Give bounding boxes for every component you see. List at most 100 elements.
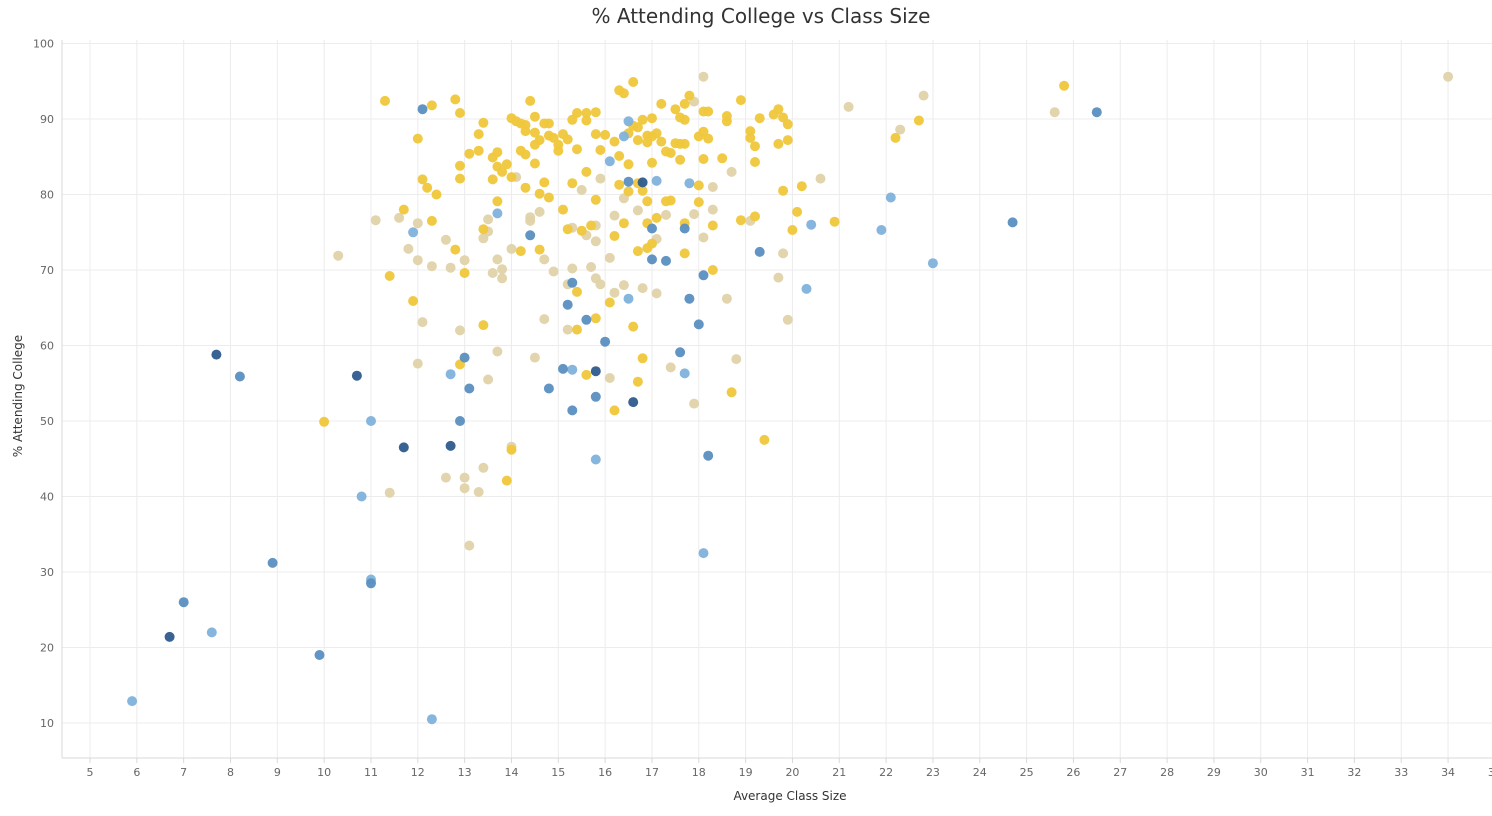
data-point[interactable] [689, 398, 700, 409]
data-point[interactable] [632, 376, 643, 387]
data-point[interactable] [670, 104, 681, 115]
data-point[interactable] [590, 366, 601, 377]
data-point[interactable] [440, 234, 451, 245]
data-point[interactable] [164, 631, 175, 642]
data-point[interactable] [1091, 107, 1102, 118]
data-point[interactable] [632, 205, 643, 216]
data-point[interactable] [581, 314, 592, 325]
data-point[interactable] [234, 371, 245, 382]
data-point[interactable] [398, 442, 409, 453]
data-point[interactable] [759, 434, 770, 445]
data-point[interactable] [637, 177, 648, 188]
data-point[interactable] [408, 227, 419, 238]
data-point[interactable] [623, 293, 634, 304]
data-point[interactable] [815, 173, 826, 184]
data-point[interactable] [534, 135, 545, 146]
data-point[interactable] [127, 696, 138, 707]
data-point[interactable] [539, 254, 550, 265]
data-point[interactable] [178, 597, 189, 608]
data-point[interactable] [548, 266, 559, 277]
data-point[interactable] [464, 383, 475, 394]
data-point[interactable] [590, 391, 601, 402]
data-point[interactable] [679, 114, 690, 125]
data-point[interactable] [417, 317, 428, 328]
data-point[interactable] [464, 148, 475, 159]
data-point[interactable] [567, 277, 578, 288]
data-point[interactable] [492, 346, 503, 357]
data-point[interactable] [895, 124, 906, 135]
data-point[interactable] [843, 101, 854, 112]
data-point[interactable] [778, 185, 789, 196]
data-point[interactable] [380, 95, 390, 106]
data-point[interactable] [487, 174, 498, 185]
data-point[interactable] [501, 475, 512, 486]
data-point[interactable] [211, 349, 222, 360]
data-point[interactable] [590, 454, 601, 465]
data-point[interactable] [600, 336, 611, 347]
data-point[interactable] [539, 177, 550, 188]
data-point[interactable] [773, 138, 784, 149]
data-point[interactable] [487, 268, 498, 278]
data-point[interactable] [455, 160, 465, 171]
data-point[interactable] [497, 273, 508, 284]
data-point[interactable] [408, 296, 419, 306]
data-point[interactable] [628, 321, 639, 332]
data-point[interactable] [637, 114, 648, 125]
data-point[interactable] [675, 347, 686, 358]
data-point[interactable] [506, 243, 517, 254]
data-point[interactable] [890, 132, 901, 143]
data-point[interactable] [918, 90, 929, 101]
data-point[interactable] [637, 353, 648, 364]
data-point[interactable] [782, 119, 793, 130]
data-point[interactable] [693, 180, 704, 191]
data-point[interactable] [483, 374, 494, 385]
data-point[interactable] [647, 238, 657, 249]
data-point[interactable] [604, 252, 615, 263]
data-point[interactable] [543, 192, 554, 203]
data-point[interactable] [665, 362, 676, 373]
data-point[interactable] [885, 192, 896, 203]
data-point[interactable] [492, 196, 503, 207]
data-point[interactable] [455, 108, 465, 118]
data-point[interactable] [206, 627, 217, 638]
data-point[interactable] [693, 197, 704, 208]
data-point[interactable] [703, 450, 714, 461]
data-point[interactable] [628, 77, 639, 87]
data-point[interactable] [698, 154, 709, 164]
data-point[interactable] [384, 271, 395, 281]
data-point[interactable] [445, 369, 456, 380]
data-point[interactable] [455, 325, 465, 336]
data-point[interactable] [455, 173, 465, 184]
data-point[interactable] [647, 254, 657, 265]
data-point[interactable] [1049, 107, 1060, 118]
data-point[interactable] [553, 145, 564, 156]
data-point[interactable] [562, 299, 573, 310]
data-point[interactable] [787, 225, 798, 235]
data-point[interactable] [773, 104, 784, 115]
data-point[interactable] [623, 116, 634, 127]
data-point[interactable] [647, 223, 657, 234]
data-point[interactable] [665, 148, 676, 158]
data-point[interactable] [684, 293, 695, 304]
data-point[interactable] [1443, 71, 1454, 82]
data-point[interactable] [520, 149, 531, 160]
data-point[interactable] [590, 129, 601, 140]
data-point[interactable] [679, 223, 690, 234]
data-point[interactable] [567, 263, 578, 274]
data-point[interactable] [665, 195, 676, 206]
data-point[interactable] [656, 136, 667, 147]
data-point[interactable] [782, 135, 793, 146]
data-point[interactable] [707, 182, 718, 192]
data-point[interactable] [698, 71, 709, 82]
data-point[interactable] [609, 210, 620, 221]
data-point[interactable] [590, 194, 601, 205]
data-point[interactable] [492, 254, 503, 265]
data-point[interactable] [698, 270, 709, 281]
data-point[interactable] [450, 94, 461, 105]
data-point[interactable] [398, 204, 409, 215]
data-point[interactable] [773, 272, 784, 283]
data-point[interactable] [525, 95, 536, 106]
data-point[interactable] [637, 185, 648, 196]
data-point[interactable] [501, 159, 512, 170]
data-point[interactable] [572, 108, 582, 118]
